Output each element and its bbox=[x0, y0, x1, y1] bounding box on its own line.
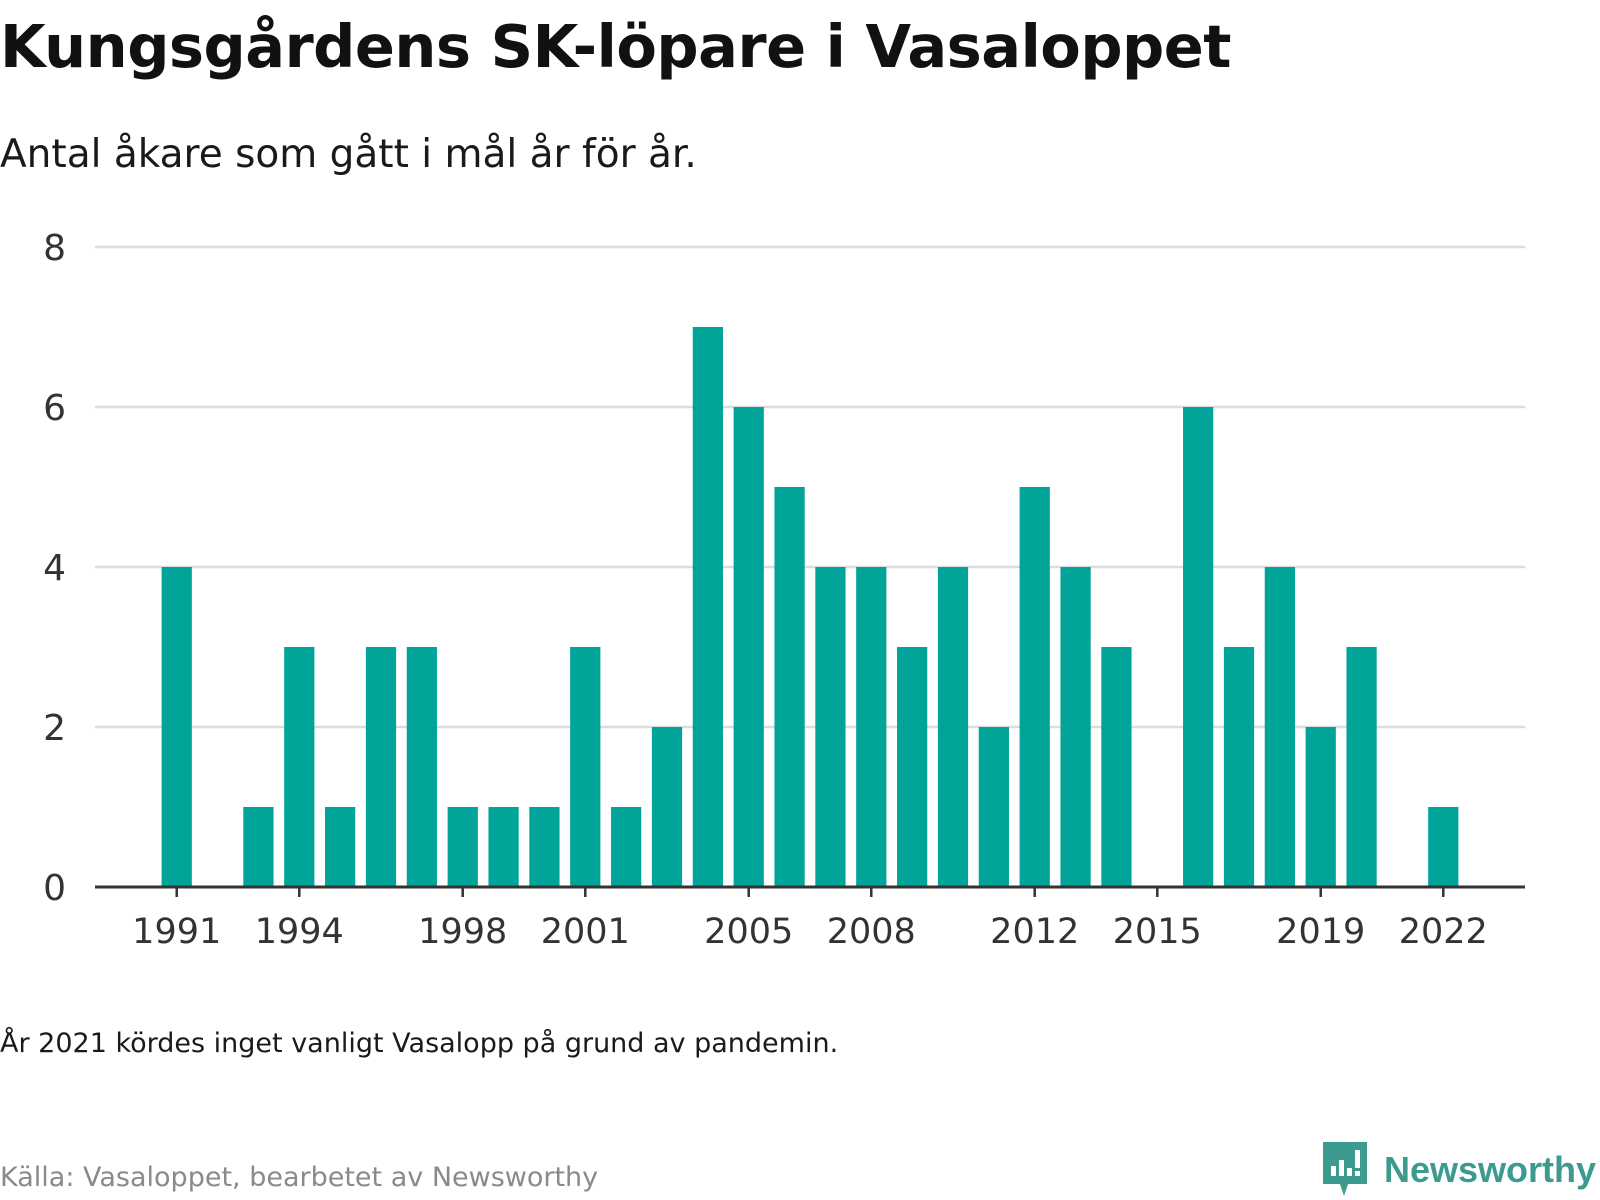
bar bbox=[651, 727, 683, 887]
x-tick-label: 1998 bbox=[418, 912, 507, 952]
bar bbox=[1305, 727, 1336, 887]
newsworthy-logo: Newsworthy bbox=[1320, 1140, 1596, 1200]
bar bbox=[937, 567, 969, 887]
bar bbox=[488, 807, 519, 887]
x-tick-label: 2005 bbox=[704, 912, 793, 952]
y-tick-label: 6 bbox=[43, 388, 66, 429]
bar bbox=[243, 807, 274, 887]
bar bbox=[284, 647, 315, 887]
bar bbox=[365, 647, 397, 887]
bar bbox=[978, 727, 1009, 887]
bar bbox=[570, 647, 601, 887]
x-tick-label: 2008 bbox=[827, 912, 916, 952]
axes: 0 2 4 6 8 1991 1994 1998 2001 2005 2008 2012 2015 201… bbox=[43, 228, 1525, 952]
x-tick-label: 1994 bbox=[255, 912, 344, 952]
bar bbox=[815, 567, 846, 887]
bar bbox=[1428, 807, 1459, 887]
bar bbox=[406, 647, 437, 887]
bar bbox=[692, 327, 723, 887]
bar bbox=[611, 807, 642, 887]
bar bbox=[1264, 567, 1295, 887]
bar bbox=[325, 807, 356, 887]
bar bbox=[1346, 647, 1377, 887]
y-tick-label: 0 bbox=[43, 868, 66, 909]
x-tick-label: 2001 bbox=[541, 912, 630, 952]
bar bbox=[733, 407, 764, 887]
bar bbox=[1060, 567, 1091, 887]
bar bbox=[161, 567, 192, 887]
bars bbox=[161, 327, 1459, 887]
bar bbox=[529, 807, 560, 887]
chart-note: År 2021 kördes inget vanligt Vasalopp på… bbox=[0, 1028, 839, 1059]
bar bbox=[1101, 647, 1132, 887]
bar-chart: 0 2 4 6 8 1991 1994 1998 2001 2005 2008 2012 2015 201… bbox=[43, 228, 1525, 952]
y-tick-label: 2 bbox=[43, 708, 66, 749]
x-tick-label: 2022 bbox=[1399, 912, 1488, 952]
x-tick-label: 2015 bbox=[1113, 912, 1202, 952]
chart-title: Kungsgårdens SK-löpare i Vasaloppet bbox=[0, 12, 1232, 81]
bar bbox=[1019, 487, 1050, 887]
bar bbox=[856, 567, 887, 887]
newsworthy-logo-icon bbox=[1322, 1142, 1367, 1196]
bar bbox=[447, 807, 478, 887]
bar bbox=[1183, 407, 1214, 887]
newsworthy-logo-text: Newsworthy bbox=[1383, 1149, 1596, 1190]
y-tick-label: 8 bbox=[43, 228, 66, 269]
bar bbox=[1223, 647, 1255, 887]
bar bbox=[774, 487, 805, 887]
bar bbox=[897, 647, 928, 887]
x-tick-label: 2019 bbox=[1276, 912, 1365, 952]
chart-subtitle: Antal åkare som gått i mål år för år. bbox=[0, 132, 697, 177]
x-tick-label: 1991 bbox=[132, 912, 221, 952]
y-tick-label: 4 bbox=[43, 548, 66, 589]
x-tick-label: 2012 bbox=[990, 912, 1079, 952]
source-text: Källa: Vasaloppet, bearbetet av Newswort… bbox=[0, 1162, 599, 1193]
